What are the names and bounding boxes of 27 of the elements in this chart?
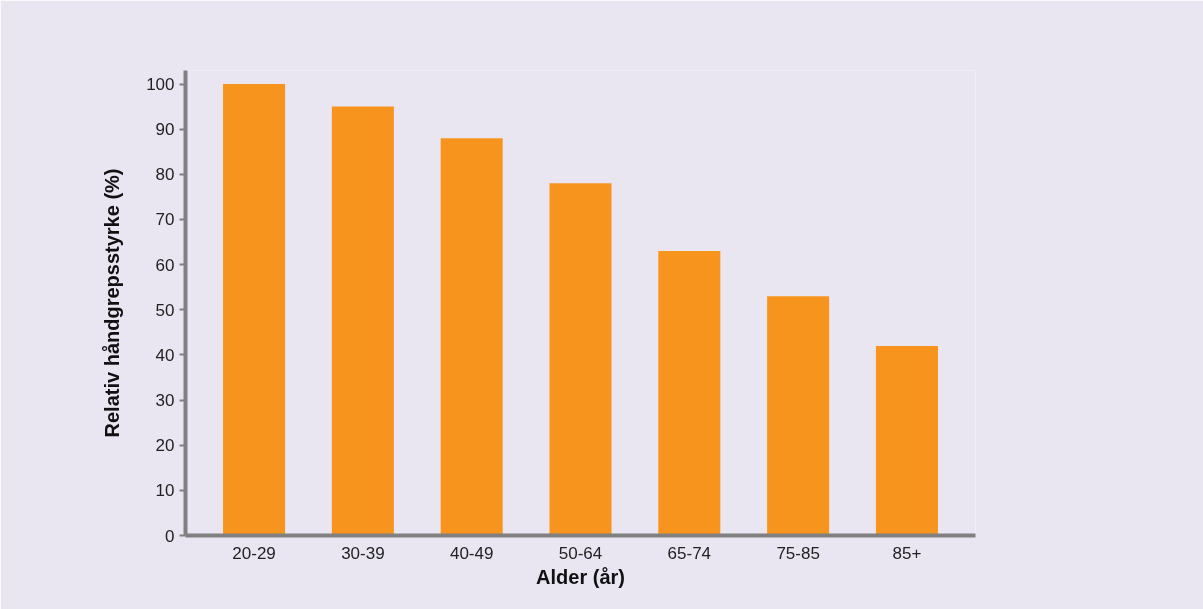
x-tick-label: 85+ bbox=[892, 543, 922, 563]
y-tick-label: 50 bbox=[155, 300, 175, 320]
y-tick-label: 70 bbox=[155, 210, 175, 230]
x-tick-label: 65-74 bbox=[667, 543, 712, 563]
x-tick-label: 20-29 bbox=[232, 543, 276, 563]
x-tick-label: 30-39 bbox=[341, 543, 385, 563]
y-axis-title: Relativ håndgrepsstyrke (%) bbox=[101, 168, 124, 438]
bar bbox=[331, 106, 394, 536]
bar bbox=[223, 84, 286, 536]
bar bbox=[440, 138, 503, 536]
bar bbox=[767, 296, 830, 536]
y-tick-label: 100 bbox=[146, 75, 175, 95]
x-tick-label: 50-64 bbox=[558, 543, 603, 563]
y-tick-label: 80 bbox=[155, 165, 175, 185]
bar bbox=[549, 183, 612, 536]
bar bbox=[658, 251, 721, 536]
y-tick-label: 90 bbox=[155, 120, 175, 140]
y-tick-label: 40 bbox=[155, 345, 175, 365]
y-tick-label: 10 bbox=[155, 481, 175, 501]
y-tick-label: 20 bbox=[155, 436, 175, 456]
x-axis-title: Alder (år) bbox=[536, 565, 625, 588]
y-tick-label: 60 bbox=[155, 255, 175, 275]
bar bbox=[875, 345, 938, 536]
y-tick-label: 30 bbox=[155, 391, 175, 411]
y-tick-label: 0 bbox=[165, 526, 175, 546]
x-tick-label: 75-85 bbox=[776, 543, 820, 563]
x-tick-label: 40-49 bbox=[449, 543, 494, 563]
